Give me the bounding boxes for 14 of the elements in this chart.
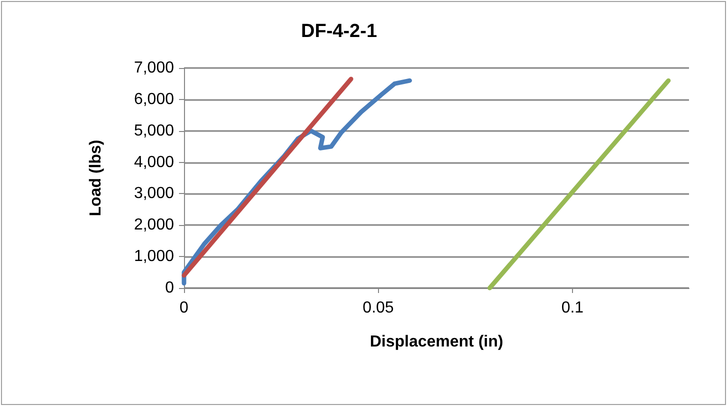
y-tick-label: 0: [165, 280, 174, 296]
y-tick-label: 1,000: [134, 248, 174, 266]
y-tick-label: 5,000: [134, 122, 174, 140]
y-tick-label: 3,000: [134, 185, 174, 202]
y-axis-title: Load (lbs): [88, 140, 104, 216]
y-tick-label: 7,000: [134, 60, 174, 76]
y-tick-label: 6,000: [134, 90, 174, 108]
x-tick-label: 0.1: [561, 300, 584, 316]
x-tick-label: 0.05: [362, 300, 394, 316]
x-axis-title: Displacement (in): [370, 334, 504, 350]
y-tick-label: 2,000: [134, 216, 174, 234]
chart-title: DF-4-2-1: [300, 21, 378, 42]
x-tick-label: 0: [180, 300, 189, 316]
y-tick-label: 4,000: [134, 154, 174, 171]
